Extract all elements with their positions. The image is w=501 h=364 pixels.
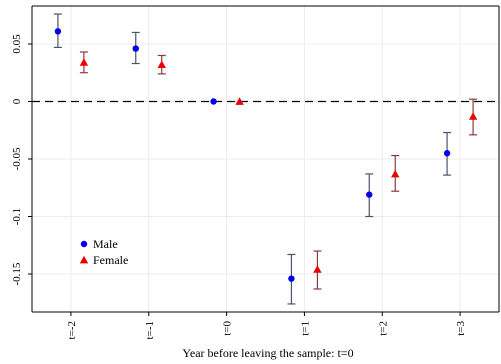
female-point: [79, 58, 89, 66]
legend-male-label: Male: [93, 237, 118, 251]
y-tick-label: -0.1: [11, 208, 23, 225]
female-point: [313, 265, 322, 273]
female-point: [468, 112, 478, 120]
male-point: [210, 98, 217, 105]
male-point: [288, 275, 295, 282]
male-point: [54, 28, 62, 35]
x-tick-label: t=-2: [66, 321, 78, 339]
x-tick-label: t=2: [377, 321, 389, 336]
y-tick-label: 0: [11, 98, 23, 104]
x-tick-label: t=1: [299, 321, 311, 336]
y-tick-label: 0.05: [11, 34, 23, 54]
x-tick-label: t=-1: [144, 321, 156, 339]
female-point: [391, 169, 400, 178]
legend-male-marker: [80, 240, 88, 248]
female-point: [235, 97, 244, 105]
y-tick-label: -0.05: [11, 147, 23, 170]
male-point: [366, 191, 373, 198]
data-points: [54, 28, 478, 282]
x-tick-label: t=3: [455, 321, 467, 336]
legend-female-label: Female: [93, 253, 128, 267]
axes: 0.05 0 -0.05 -0.1 -0.15 t=-2 t=-1 t=0 t=1 t=2 t=3: [11, 5, 500, 339]
x-tick-label: t=0: [222, 321, 234, 336]
legend: Male Female: [79, 237, 128, 267]
grid: [32, 6, 499, 312]
female-point: [157, 60, 166, 69]
male-point: [443, 150, 451, 157]
y-tick-label: -0.15: [11, 262, 23, 285]
legend-female-marker: [79, 255, 89, 264]
male-point: [132, 45, 139, 52]
x-axis-label: Year before leaving the sample: t=0: [182, 346, 353, 360]
